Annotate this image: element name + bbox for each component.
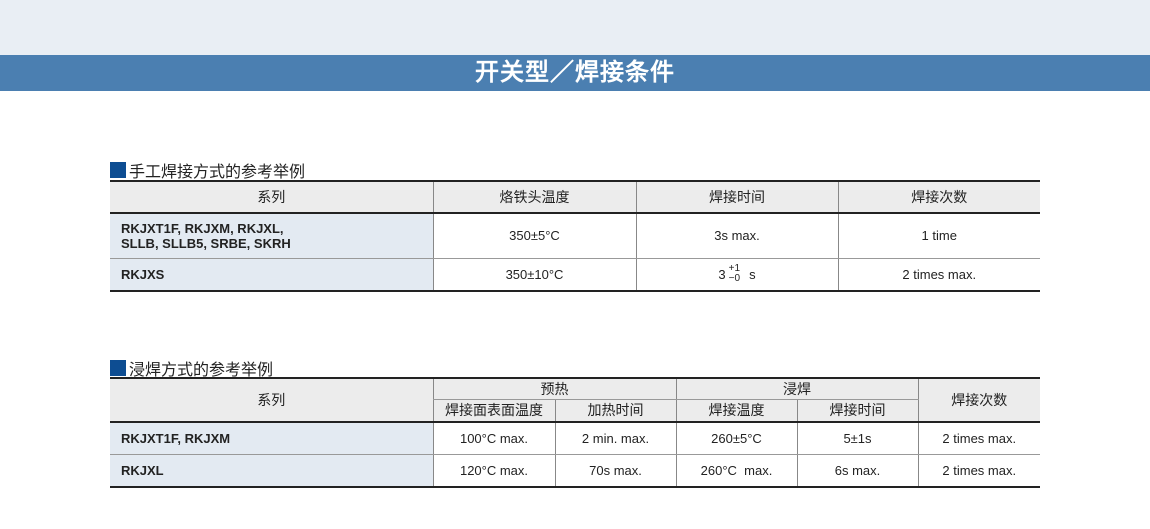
solder-time-cell: 6s max. (796, 454, 918, 487)
surface-temp-cell: 100°C max. (432, 421, 555, 455)
header-surface-temp: 焊接面表面温度 (432, 399, 555, 423)
count-cell: 2 times max. (917, 421, 1040, 455)
solder-time-cell: 5±1s (796, 421, 918, 455)
header-tip-temp: 烙铁头温度 (432, 181, 636, 214)
top-band (0, 0, 1150, 55)
header-solder-time: 焊接时间 (796, 399, 918, 423)
surface-temp-cell: 120°C max. (432, 454, 555, 487)
section-marker-icon (110, 360, 126, 376)
section-title-dip: 浸焊方式的参考举例 (110, 356, 273, 380)
table-row: RKJXT1F, RKJXM, RKJXL, SLLB, SLLB5, SRBE,… (110, 213, 1040, 259)
series-cell: RKJXT1F, RKJXM, RKJXL, SLLB, SLLB5, SRBE,… (110, 213, 433, 259)
series-cell: RKJXL (110, 454, 433, 487)
table-row: RKJXL 120°C max. 70s max. 260°C max. 6s … (110, 454, 1040, 487)
header-count: 焊接次数 (917, 378, 1040, 423)
table-row: RKJXS 350±10°C 3 +1 −0 s 2 times max. (110, 258, 1040, 292)
time-cell: 3 +1 −0 s (635, 258, 838, 292)
table-row: RKJXT1F, RKJXM 100°C max. 2 min. max. 26… (110, 421, 1040, 455)
temp-cell: 350±10°C (432, 258, 636, 292)
time-cell: 3s max. (635, 213, 838, 259)
heat-time-cell: 2 min. max. (554, 421, 676, 455)
header-heat-time: 加热时间 (554, 399, 676, 423)
manual-soldering-table: 系列 烙铁头温度 焊接时间 焊接次数 RKJXT1F, RKJXM, RKJXL… (110, 180, 1040, 292)
count-cell: 2 times max. (837, 258, 1040, 292)
count-cell: 1 time (837, 213, 1040, 259)
heat-time-cell: 70s max. (554, 454, 676, 487)
header-preheat: 预热 (432, 378, 676, 400)
count-cell: 2 times max. (917, 454, 1040, 487)
header-count: 焊接次数 (837, 181, 1040, 214)
section-title-text: 浸焊方式的参考举例 (129, 362, 274, 379)
header-time: 焊接时间 (635, 181, 838, 214)
header-series: 系列 (110, 181, 433, 214)
solder-temp-cell: 260±5°C (675, 421, 797, 455)
solder-temp-cell: 260°C max. (675, 454, 797, 487)
section-marker-icon (110, 162, 126, 178)
section-title-manual: 手工焊接方式的参考举例 (110, 158, 305, 182)
dip-soldering-table: 系列 预热 浸焊 焊接次数 焊接面表面温度 加热时间 焊接温度 焊接时间 RKJ… (110, 377, 1040, 488)
series-cell: RKJXS (110, 258, 433, 292)
header-solder-temp: 焊接温度 (675, 399, 797, 423)
section-title-text: 手工焊接方式的参考举例 (129, 164, 306, 181)
temp-cell: 350±5°C (432, 213, 636, 259)
header-dip: 浸焊 (675, 378, 918, 400)
header-series: 系列 (110, 378, 433, 423)
series-cell: RKJXT1F, RKJXM (110, 421, 433, 455)
page-title: 开关型／焊接条件 (0, 55, 1150, 91)
